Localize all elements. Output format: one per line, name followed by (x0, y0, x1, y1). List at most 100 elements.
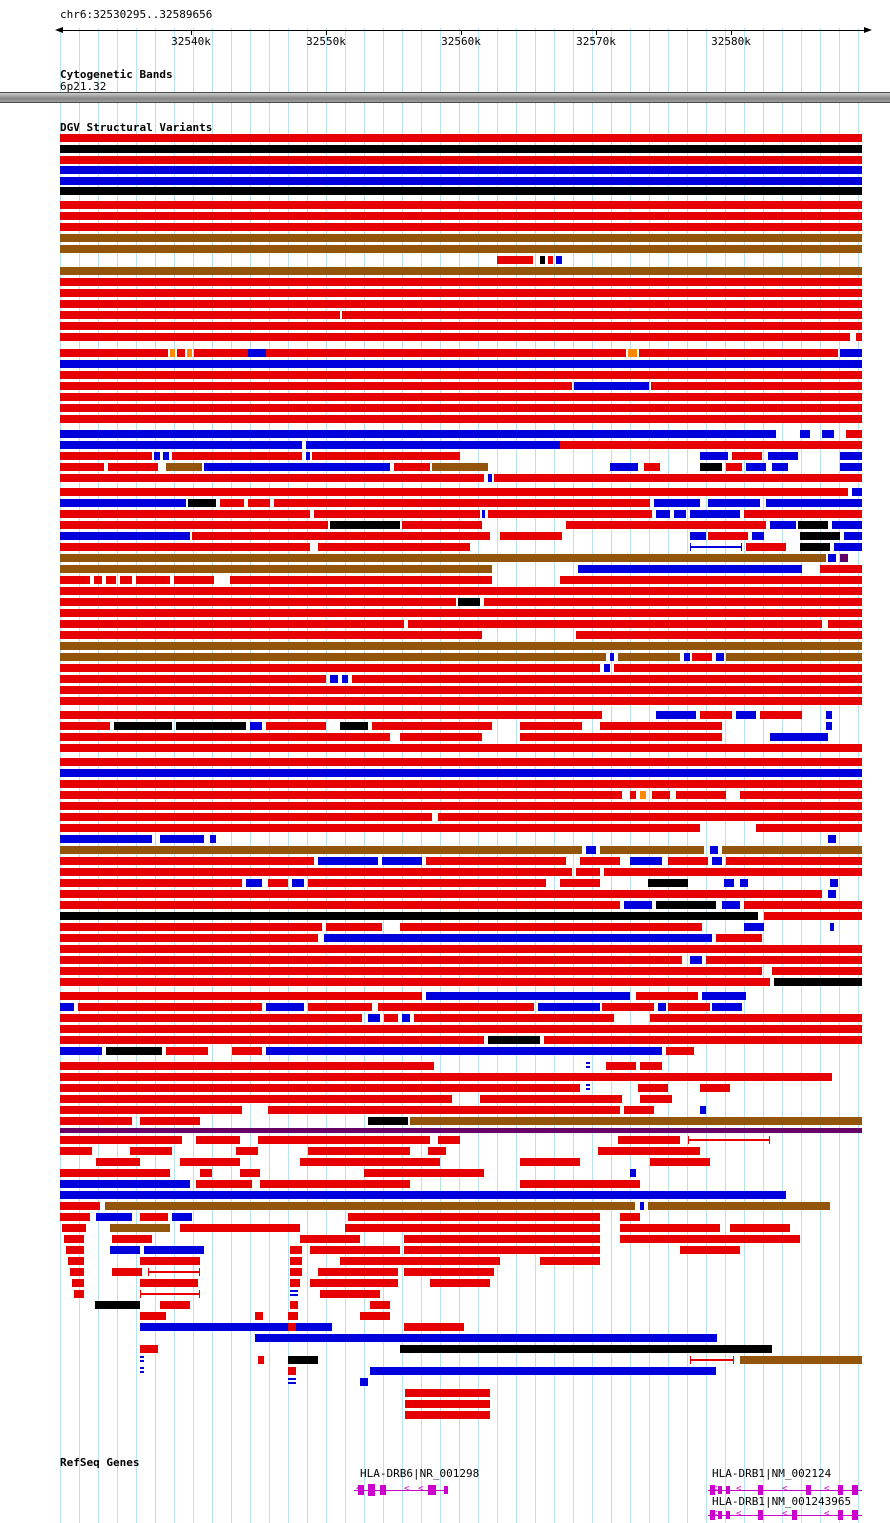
variant-bar[interactable] (638, 1084, 668, 1092)
variant-bar[interactable] (60, 452, 152, 460)
variant-bar[interactable] (66, 1246, 84, 1254)
variant-bar[interactable] (620, 1224, 720, 1232)
variant-bar[interactable] (574, 382, 649, 390)
variant-bar[interactable] (60, 234, 862, 242)
variant-bar[interactable] (160, 835, 204, 843)
variant-bar[interactable] (196, 1136, 240, 1144)
gene-exon[interactable] (838, 1510, 843, 1520)
variant-bar[interactable] (306, 441, 560, 449)
variant-bar[interactable] (764, 912, 862, 920)
variant-bar[interactable] (716, 653, 724, 661)
variant-bar[interactable] (314, 510, 480, 518)
variant-bar[interactable] (712, 1003, 742, 1011)
variant-bar[interactable] (60, 212, 862, 220)
variant-bar[interactable] (60, 543, 310, 551)
variant-bar[interactable] (556, 256, 562, 264)
variant-bar[interactable] (60, 300, 862, 308)
variant-bar[interactable] (666, 1047, 694, 1055)
variant-bar[interactable] (266, 1003, 304, 1011)
variant-bar[interactable] (652, 791, 670, 799)
variant-bar[interactable] (618, 1136, 680, 1144)
variant-bar[interactable] (60, 923, 322, 931)
variant-bar[interactable] (140, 1213, 168, 1221)
variant-bar[interactable] (497, 256, 533, 264)
variant-bar[interactable] (60, 780, 862, 788)
variant-bar[interactable] (163, 452, 169, 460)
variant-bar[interactable] (60, 686, 862, 694)
variant-bar[interactable] (710, 846, 718, 854)
variant-bar[interactable] (120, 576, 132, 584)
gene-exon[interactable] (792, 1510, 797, 1520)
variant-bar[interactable] (800, 543, 830, 551)
variant-bar[interactable] (290, 1268, 302, 1276)
variant-bar[interactable] (60, 223, 862, 231)
variant-bar[interactable] (722, 901, 740, 909)
variant-bar[interactable] (140, 1117, 200, 1125)
variant-bar[interactable] (160, 1301, 190, 1309)
gene-exon[interactable] (428, 1485, 436, 1495)
variant-bar[interactable] (60, 857, 314, 865)
variant-bar[interactable] (324, 934, 712, 942)
variant-bar[interactable] (60, 289, 862, 297)
variant-bar[interactable] (484, 598, 862, 606)
variant-bar[interactable] (576, 868, 600, 876)
variant-bar[interactable] (140, 1323, 332, 1331)
variant-bar[interactable] (404, 1235, 600, 1243)
variant-bar[interactable] (200, 1169, 212, 1177)
variant-bar[interactable] (220, 499, 244, 507)
variant-bar[interactable] (680, 1246, 740, 1254)
variant-bar[interactable] (60, 1106, 242, 1114)
variant-bar[interactable] (576, 631, 862, 639)
variant-bar[interactable] (60, 901, 620, 909)
gene-exon[interactable] (726, 1511, 730, 1519)
variant-bar[interactable] (744, 923, 764, 931)
variant-bar[interactable] (382, 857, 422, 865)
variant-bar[interactable] (384, 1014, 398, 1022)
variant-bar[interactable] (654, 499, 700, 507)
variant-bar[interactable] (60, 371, 862, 379)
variant-bar[interactable] (232, 1047, 262, 1055)
variant-bar[interactable] (640, 1095, 672, 1103)
gene-exon[interactable] (368, 1484, 375, 1496)
variant-bar[interactable] (60, 758, 862, 766)
variant-bar[interactable] (404, 1268, 494, 1276)
variant-bar[interactable] (520, 1158, 580, 1166)
variant-bar[interactable] (364, 1169, 484, 1177)
variant-bar[interactable] (258, 1136, 430, 1144)
variant-bar[interactable] (774, 978, 862, 986)
variant-bar[interactable] (60, 802, 862, 810)
variant-bar[interactable] (368, 1117, 408, 1125)
variant-bar[interactable] (290, 1246, 302, 1254)
variant-bar[interactable] (250, 722, 262, 730)
variant-bar[interactable] (756, 824, 862, 832)
variant-bar[interactable] (62, 1224, 86, 1232)
variant-bar[interactable] (656, 901, 716, 909)
variant-bar[interactable] (60, 934, 318, 942)
variant-bar[interactable] (114, 722, 172, 730)
variant-bar[interactable] (834, 543, 862, 551)
variant-bar[interactable] (266, 722, 326, 730)
variant-bar[interactable] (352, 675, 862, 683)
variant-bar[interactable] (630, 791, 636, 799)
variant-dashed-mark[interactable] (290, 1290, 298, 1298)
gene-exon[interactable] (852, 1510, 858, 1520)
variant-bar[interactable] (60, 967, 762, 975)
variant-bar[interactable] (60, 463, 104, 471)
variant-bar[interactable] (740, 791, 862, 799)
variant-bar[interactable] (246, 879, 262, 887)
variant-bar[interactable] (72, 1279, 84, 1287)
variant-bar[interactable] (832, 521, 862, 529)
variant-bar[interactable] (60, 187, 862, 195)
variant-bar[interactable] (60, 201, 862, 209)
variant-bar[interactable] (60, 311, 340, 319)
variant-bar[interactable] (60, 134, 862, 142)
variant-bar[interactable] (60, 890, 822, 898)
variant-bar[interactable] (690, 510, 740, 518)
variant-bar[interactable] (772, 967, 862, 975)
variant-bar[interactable] (540, 1257, 600, 1265)
gene-exon[interactable] (758, 1485, 763, 1495)
variant-bar[interactable] (60, 499, 186, 507)
variant-bar[interactable] (598, 1147, 700, 1155)
variant-bar[interactable] (830, 923, 834, 931)
variant-bar[interactable] (560, 576, 862, 584)
